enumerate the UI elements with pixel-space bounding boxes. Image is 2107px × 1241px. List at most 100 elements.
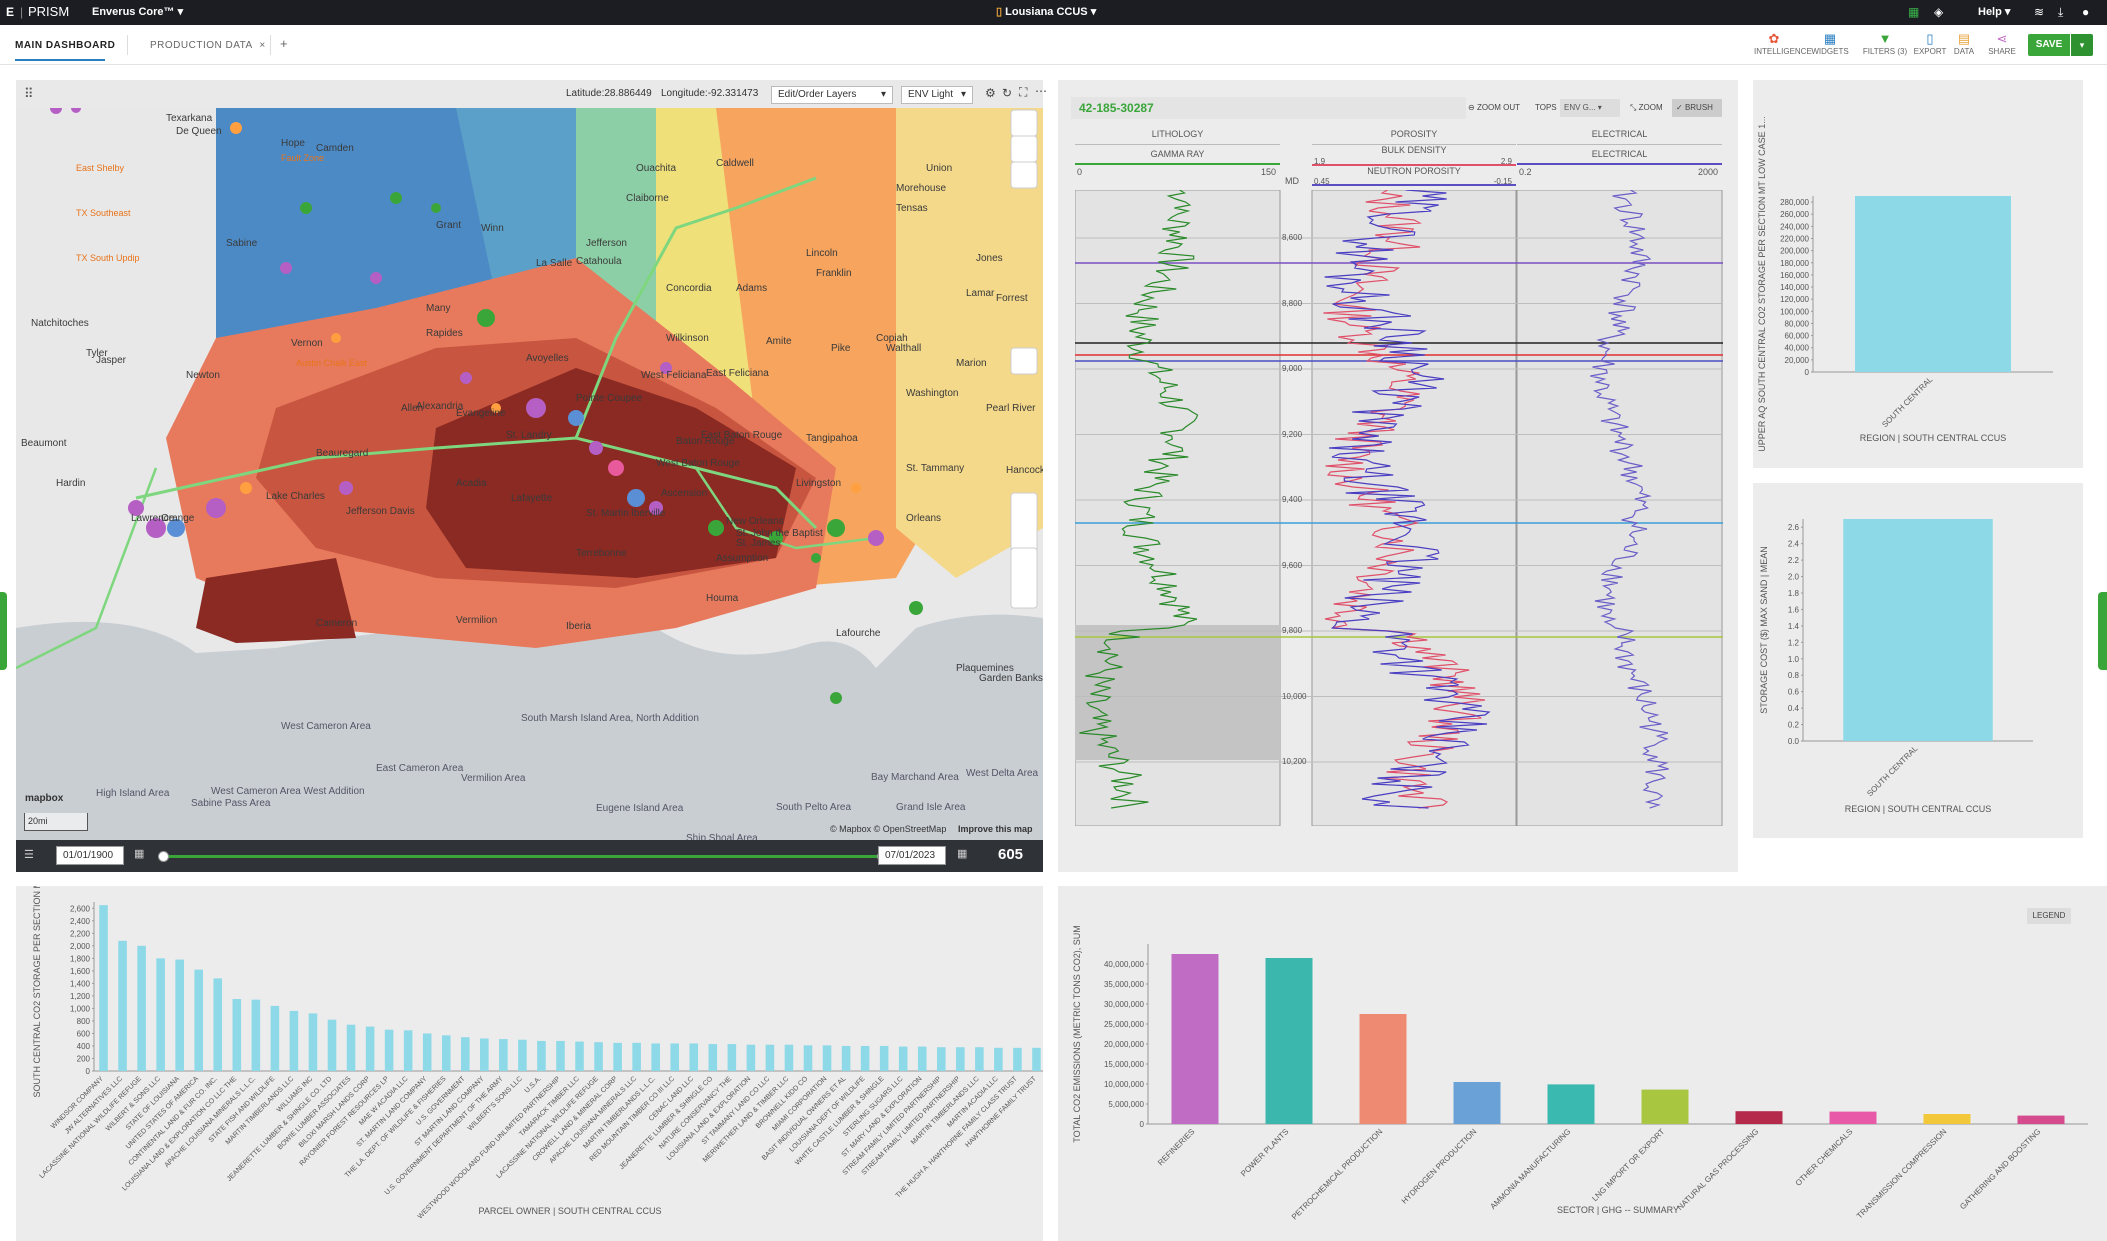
ghg-sector-chart-panel — [1058, 886, 2107, 1241]
bar — [1359, 1014, 1407, 1124]
heatmap-yellow-east — [896, 108, 1043, 578]
y-tick-label: 600 — [77, 1029, 91, 1038]
brush-button[interactable]: ✓ BRUSH — [1672, 99, 1722, 117]
bar — [99, 905, 108, 1071]
drag-handle-icon[interactable]: ⠿ — [24, 86, 34, 101]
expand-icon[interactable]: ⛶ — [1019, 85, 1028, 99]
search-icon — [1010, 347, 1038, 375]
chevron-down-icon: ▾ — [960, 89, 966, 100]
well-id-header: 42-185-30287 — [1071, 97, 1466, 119]
add-tab-button[interactable]: + — [280, 36, 289, 51]
y-tick-label: 0.0 — [1788, 737, 1800, 746]
porosity-track — [1311, 190, 1517, 826]
y-tick-label: 25,000,000 — [1104, 1020, 1145, 1029]
tab-main-dashboard[interactable]: MAIN DASHBOARD — [15, 40, 116, 51]
y-tick-label: 40,000 — [1785, 344, 1810, 353]
well-log-tracks[interactable] — [1075, 190, 1723, 826]
end-date-input[interactable]: 07/01/2023 — [878, 846, 946, 865]
bar — [1547, 1084, 1595, 1124]
zoom-button[interactable]: ⤡ ZOOM — [1630, 103, 1663, 113]
y-tick-label: 0.8 — [1788, 671, 1800, 680]
y-tick-label: 1,600 — [70, 967, 91, 976]
workspace-switcher[interactable]: ▯ Lousiana CCUS ▾ — [996, 5, 1096, 18]
save-options-button[interactable]: ▾ — [2071, 34, 2093, 56]
bar — [765, 1044, 775, 1071]
save-button[interactable]: SAVE — [2028, 34, 2070, 56]
bar — [2017, 1115, 2065, 1124]
neutron-porosity-curve — [1324, 190, 1491, 809]
help-menu[interactable]: Help ▾ — [1978, 6, 2011, 18]
y-tick-label: 2,400 — [70, 917, 91, 926]
parcel-owner-chart[interactable]: 0 200 400 600 800 1,000 1,200 1,400 1,600 1,800 2,… — [16, 886, 1043, 1241]
slider-start-handle[interactable] — [158, 851, 169, 862]
y-tick-label: 400 — [77, 1042, 91, 1051]
left-drawer-handle[interactable] — [0, 592, 7, 670]
bar — [975, 1047, 984, 1071]
settings-icon[interactable]: ⚙ — [985, 86, 996, 100]
attribution-text[interactable]: © Mapbox © OpenStreetMap — [830, 824, 947, 834]
basemap-dropdown[interactable]: ENV Light ▾ — [901, 86, 973, 104]
ghg-sector-chart[interactable]: 0 5,000,000 10,000,000 15,000,000 20,000,000… — [1058, 886, 2093, 1241]
bar — [917, 1046, 927, 1071]
time-slider-track[interactable] — [164, 855, 882, 858]
chevron-down-icon: ▾ — [1090, 6, 1097, 18]
share-button[interactable]: ⋖ SHARE — [1983, 31, 2021, 56]
product-switcher[interactable]: Enverus Core™ ▾ — [92, 5, 183, 18]
bar — [651, 1043, 660, 1071]
y-tick-label: 80,000 — [1785, 319, 1810, 328]
pipeline-4 — [694, 467, 877, 550]
improve-map-link[interactable]: Improve this map — [958, 824, 1033, 834]
y-tick-label: 240,000 — [1780, 222, 1809, 231]
widgets-button[interactable]: ▦ WIDGETS — [1810, 31, 1850, 56]
apps-grid-icon[interactable]: ▦ — [1908, 5, 1920, 19]
mapbox-logo[interactable]: mapbox — [25, 793, 64, 804]
x-tick-label: HYDROGEN PRODUCTION — [1400, 1127, 1479, 1206]
export-button[interactable]: ▯ EXPORT — [1910, 31, 1950, 56]
storage-cost-chart[interactable]: 0.0 0.2 0.4 0.6 0.8 1.0 1.2 1.4 1.6 1.8 2.0 2.2 2.4 2… — [1753, 483, 2083, 838]
user-icon[interactable]: ● — [2082, 5, 2090, 19]
y-tick-label: 0.2 — [1788, 721, 1800, 730]
chevron-down-icon: ▾ — [2079, 40, 2085, 50]
enverus-logo[interactable]: E — [6, 5, 15, 19]
intelligence-button[interactable]: ✿ INTELLIGENCE — [1754, 31, 1812, 56]
gamma-ray-scale: 0 150 — [1075, 165, 1280, 179]
zoom-out-button[interactable]: ⊖ ZOOM OUT — [1468, 103, 1520, 112]
location-icon[interactable]: ◈ — [1934, 5, 1944, 19]
refresh-icon[interactable]: ↻ — [1002, 86, 1013, 100]
tilt-icon — [1010, 161, 1038, 189]
start-date-input[interactable]: 01/01/1900 — [56, 846, 124, 865]
bar — [841, 1045, 851, 1071]
bar — [441, 1035, 451, 1071]
bar — [1032, 1047, 1041, 1071]
list-icon[interactable]: ☰ — [24, 849, 34, 861]
calendar-icon[interactable]: ▦ — [134, 848, 145, 860]
filter-icon: ▼ — [1878, 31, 1892, 46]
filters-button[interactable]: ▼ FILTERS (3) — [1862, 31, 1908, 56]
y-tick-label: 200 — [77, 1054, 91, 1063]
edit-order-layers-dropdown[interactable]: Edit/Order Layers ▾ — [771, 86, 893, 104]
bar — [251, 999, 261, 1071]
share-icon: ⋖ — [1996, 31, 2008, 46]
legend-button[interactable]: LEGEND — [2027, 908, 2071, 924]
layers-icon[interactable]: ≋ — [2034, 5, 2045, 19]
depth-label: 10,000 — [1282, 691, 1307, 701]
brush-icon: ✓ — [1676, 103, 1683, 112]
close-icon[interactable]: × — [259, 40, 266, 51]
x-tick-label: SOUTH CENTRAL — [1880, 375, 1935, 430]
right-drawer-handle[interactable] — [2098, 592, 2107, 670]
tops-dropdown[interactable]: ENV G... ▾ — [1560, 99, 1620, 117]
data-button[interactable]: ▤ DATA — [1947, 31, 1981, 56]
more-icon[interactable]: ⋯ — [1035, 84, 1047, 98]
bar — [556, 1040, 565, 1071]
calendar-icon[interactable]: ▦ — [957, 848, 968, 860]
depth-label: 9,600 — [1282, 560, 1303, 570]
y-tick-label: 2,200 — [70, 929, 91, 938]
download-icon[interactable]: ⤓ — [2058, 5, 2064, 19]
map-canvas[interactable] — [16, 108, 1043, 840]
upper-aq-chart[interactable]: 0 20,000 40,000 60,000 80,000 100,000 120,000 1… — [1753, 80, 2083, 468]
bar — [499, 1039, 508, 1071]
track-title: ELECTRICAL — [1517, 129, 1722, 145]
tab-production-data[interactable]: PRODUCTION DATA × — [150, 40, 266, 51]
active-tab-indicator — [15, 59, 105, 61]
compass-icon — [1010, 135, 1038, 163]
